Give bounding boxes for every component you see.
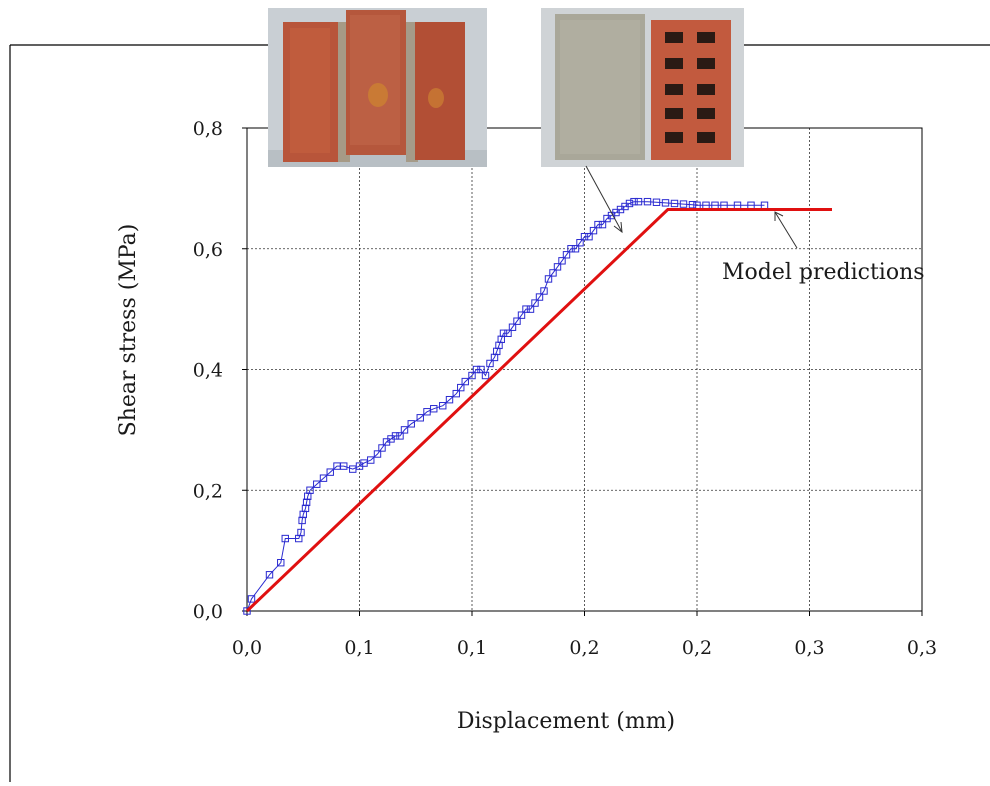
photo-arrowhead — [613, 221, 623, 234]
experimental-point — [326, 468, 334, 476]
experimental-point — [373, 450, 382, 458]
perforated-brick-photo — [541, 8, 744, 167]
experimental-point — [277, 559, 285, 567]
experimental-point — [513, 317, 521, 325]
experimental-point — [585, 232, 593, 241]
experimental-point — [598, 220, 607, 229]
y-tick-label: 0,4 — [193, 360, 223, 382]
experimental-point — [562, 251, 571, 259]
experimental-point — [416, 414, 424, 422]
experimental-point — [439, 402, 447, 410]
y-tick-label: 0,0 — [193, 601, 223, 623]
x-tick-label: 0,3 — [907, 637, 937, 659]
experimental-point — [477, 365, 485, 374]
experimental-point — [430, 405, 438, 413]
experimental-point — [531, 299, 539, 307]
experimental-point — [571, 245, 580, 253]
x-tick-label: 0,3 — [794, 637, 824, 659]
x-tick-label: 0,2 — [569, 637, 599, 659]
series — [243, 197, 832, 615]
experimental-point — [517, 311, 526, 319]
experimental-line — [246, 201, 765, 612]
y-tick-label: 0,2 — [193, 480, 223, 502]
x-tick-label: 0,1 — [344, 637, 374, 659]
experimental-point — [580, 232, 589, 241]
experimental-point — [630, 197, 638, 206]
experimental-point — [367, 456, 375, 464]
axes: 0,0 0,1 0,1 0,2 0,2 0,3 0,3 0,0 0,2 0,4 0,6 0,8 — [193, 118, 937, 659]
experimental-point — [535, 293, 544, 301]
x-tick-label: 0,2 — [682, 637, 712, 659]
experimental-point — [306, 486, 314, 494]
x-axis-label: Displacement (mm) — [457, 709, 675, 734]
experimental-point — [553, 263, 562, 271]
experimental-point — [445, 395, 454, 404]
x-tick-label: 0,1 — [457, 637, 487, 659]
experimental-point — [243, 607, 251, 615]
experimental-point — [499, 329, 508, 337]
experimental-point — [634, 197, 643, 206]
experimental-point — [265, 571, 274, 579]
grid — [247, 128, 922, 611]
experimental-point — [481, 371, 490, 380]
experimental-point — [526, 305, 535, 313]
x-tick-label: 0,0 — [232, 637, 262, 659]
experimental-point — [567, 245, 575, 253]
experimental-point — [544, 275, 553, 283]
model-predictions-annotation: Model predictions — [722, 260, 925, 285]
experimental-point — [589, 226, 598, 235]
experimental-point — [396, 432, 404, 440]
experimental-point — [688, 200, 697, 209]
model-arrow — [774, 211, 798, 249]
experimental-point — [625, 199, 634, 208]
experimental-point — [391, 432, 400, 440]
experimental-point — [670, 199, 679, 208]
experimental-point — [281, 534, 289, 543]
y-tick-label: 0,6 — [193, 239, 223, 261]
experimental-point — [594, 220, 602, 229]
experimental-point — [576, 239, 584, 247]
experimental-point — [558, 257, 566, 265]
experimental-point — [400, 426, 409, 434]
experimental-point — [504, 329, 512, 337]
experimental-point — [549, 269, 557, 277]
experimental-point — [378, 444, 386, 452]
photo-arrow — [585, 165, 623, 233]
experimental-point — [340, 462, 348, 470]
experimental-point — [461, 377, 469, 386]
experimental-point — [679, 200, 688, 208]
experimental-point — [407, 420, 415, 428]
brick-specimen-photo — [268, 8, 487, 167]
y-tick-label: 0,8 — [193, 118, 223, 140]
experimental-point — [452, 389, 460, 398]
model-arrowhead — [774, 211, 784, 221]
experimental-point — [508, 323, 517, 331]
experimental-point — [313, 480, 321, 488]
experimental-point — [468, 371, 476, 380]
annotation-arrows — [585, 165, 798, 249]
experimental-point — [319, 474, 328, 482]
experimental-point — [522, 305, 530, 313]
experimental-point — [661, 199, 670, 207]
experimental-point — [472, 365, 481, 374]
experimental-point — [297, 528, 305, 537]
model-prediction-line — [245, 208, 832, 613]
experimental-point — [540, 287, 548, 295]
experimental-point — [486, 359, 494, 368]
experimental-point — [652, 198, 661, 206]
experimental-point — [247, 595, 256, 603]
experimental-point — [457, 383, 465, 392]
y-axis-label: Shear stress (MPa) — [116, 224, 141, 437]
experimental-point — [643, 197, 652, 206]
